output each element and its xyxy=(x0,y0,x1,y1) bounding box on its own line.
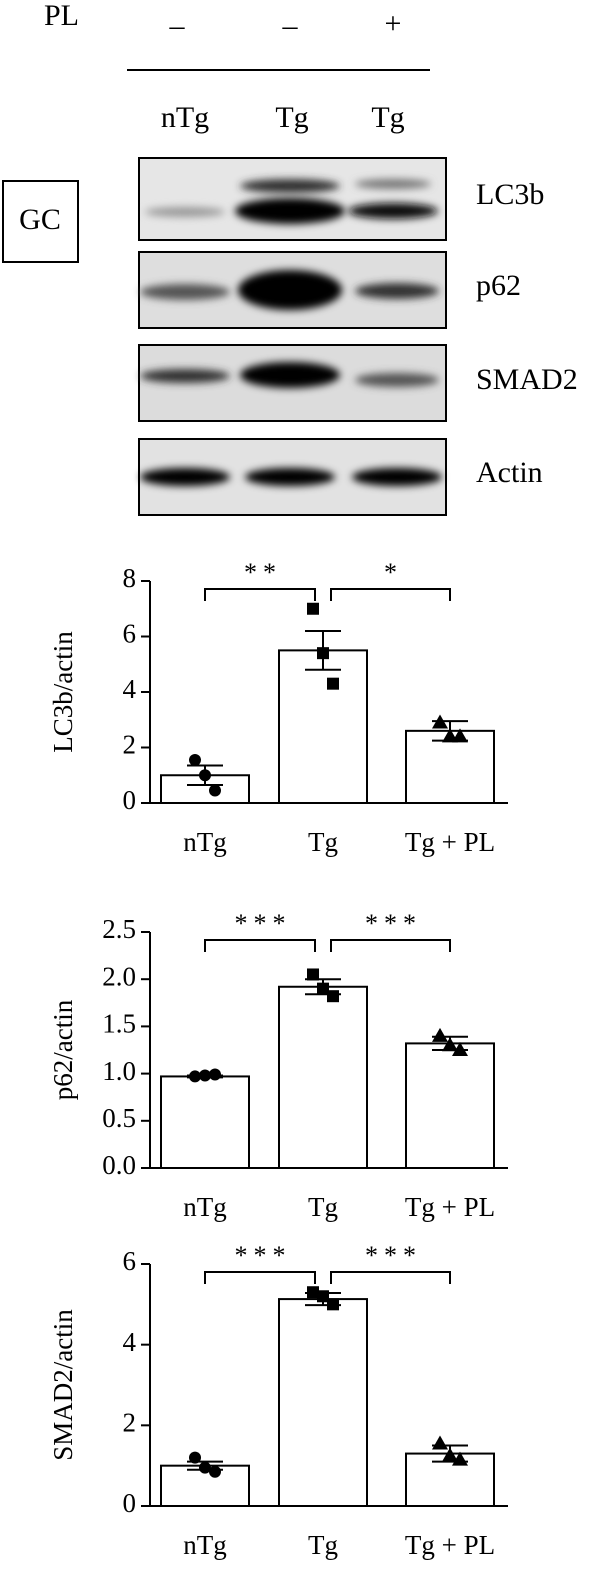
y-tick-label: 2.0 xyxy=(102,961,136,991)
data-point xyxy=(442,1037,458,1052)
data-point xyxy=(317,982,329,995)
y-tick-label: 2.5 xyxy=(102,914,136,944)
band-label: Actin xyxy=(476,456,543,489)
data-point xyxy=(189,1070,201,1083)
data-point xyxy=(209,784,221,797)
y-tick-label: 0.5 xyxy=(102,1103,136,1133)
significance-label: *** xyxy=(365,1241,422,1270)
x-tick-label: Tg + PL xyxy=(405,1530,495,1560)
data-point xyxy=(307,968,319,981)
significance-label: *** xyxy=(365,909,422,938)
y-tick-label: 6 xyxy=(123,1246,137,1276)
data-point xyxy=(307,602,319,615)
bar xyxy=(160,1075,250,1170)
data-point xyxy=(432,1027,448,1042)
y-tick-label: 1.5 xyxy=(102,1009,136,1039)
y-tick-label: 2 xyxy=(123,1408,137,1438)
data-point xyxy=(452,1042,468,1056)
significance-bracket xyxy=(330,939,451,952)
significance-label: * xyxy=(384,558,403,587)
y-tick-label: 1.0 xyxy=(102,1056,136,1086)
y-tick-label: 0 xyxy=(123,785,137,815)
y-tick-label: 4 xyxy=(123,674,137,704)
y-tick-label: 6 xyxy=(123,619,137,649)
y-axis-label: SMAD2/actin xyxy=(48,1309,78,1461)
data-point xyxy=(189,753,201,766)
data-point xyxy=(199,769,211,782)
group-label: nTg xyxy=(161,101,209,134)
blot-p62 xyxy=(138,251,447,329)
bar xyxy=(405,1452,495,1507)
group-label: Tg xyxy=(371,101,404,134)
x-tick-label: nTg xyxy=(183,1192,227,1222)
y-tick-label: 2 xyxy=(123,730,137,760)
y-tick-label: 8 xyxy=(123,563,137,593)
data-point xyxy=(307,1286,319,1299)
band-label: p62 xyxy=(476,269,521,302)
y-axis-label: p62/actin xyxy=(48,999,78,1100)
treatment-sign: + xyxy=(385,7,402,40)
x-tick-label: Tg + PL xyxy=(405,1192,495,1222)
blot-panel: PL – – + nTg Tg Tg GC LC3b p62 xyxy=(2,0,578,516)
treatment-sign: – xyxy=(282,9,299,42)
data-point xyxy=(452,1451,468,1466)
blot-lc3b xyxy=(138,157,447,241)
blot-actin xyxy=(138,438,447,516)
data-point xyxy=(317,647,329,660)
data-point xyxy=(209,1465,221,1478)
x-tick-label: Tg xyxy=(308,1530,338,1560)
significance-label: *** xyxy=(235,1241,292,1270)
x-tick-label: nTg xyxy=(183,827,227,857)
y-tick-label: 4 xyxy=(123,1327,137,1357)
significance-bracket xyxy=(204,588,316,601)
significance-bracket xyxy=(204,939,316,952)
significance-bracket xyxy=(330,588,451,601)
significance-bracket xyxy=(330,1271,451,1284)
data-point xyxy=(442,1447,458,1462)
data-point xyxy=(327,677,339,690)
bar xyxy=(278,985,368,1170)
significance-bracket xyxy=(204,1271,316,1284)
tissue-box xyxy=(2,180,79,263)
data-point xyxy=(189,1451,201,1464)
data-point xyxy=(327,990,339,1003)
treatment-label: PL xyxy=(44,0,79,32)
significance-label: *** xyxy=(235,909,292,938)
data-point xyxy=(432,714,448,729)
data-point xyxy=(209,1068,221,1081)
data-point xyxy=(452,728,468,743)
bar xyxy=(278,1298,368,1507)
band-label: SMAD2 xyxy=(476,363,578,396)
data-point xyxy=(327,1298,339,1311)
x-tick-label: Tg + PL xyxy=(405,827,495,857)
x-tick-label: Tg xyxy=(308,827,338,857)
y-tick-label: 0 xyxy=(123,1488,137,1518)
data-point xyxy=(432,1435,448,1450)
y-axis-label: LC3b/actin xyxy=(48,631,78,753)
blot-smad2 xyxy=(138,344,447,422)
data-point xyxy=(199,1461,211,1474)
tissue-label: GC xyxy=(19,203,61,236)
significance-label: ** xyxy=(244,558,282,587)
group-label: Tg xyxy=(275,101,308,134)
data-point xyxy=(199,1069,211,1082)
x-tick-label: Tg xyxy=(308,1192,338,1222)
band-label: LC3b xyxy=(476,178,544,211)
treatment-sign: – xyxy=(169,9,186,42)
data-point xyxy=(317,1290,329,1303)
bar xyxy=(278,649,368,804)
bar xyxy=(405,1042,495,1169)
y-tick-label: 0.0 xyxy=(102,1150,136,1180)
x-tick-label: nTg xyxy=(183,1530,227,1560)
